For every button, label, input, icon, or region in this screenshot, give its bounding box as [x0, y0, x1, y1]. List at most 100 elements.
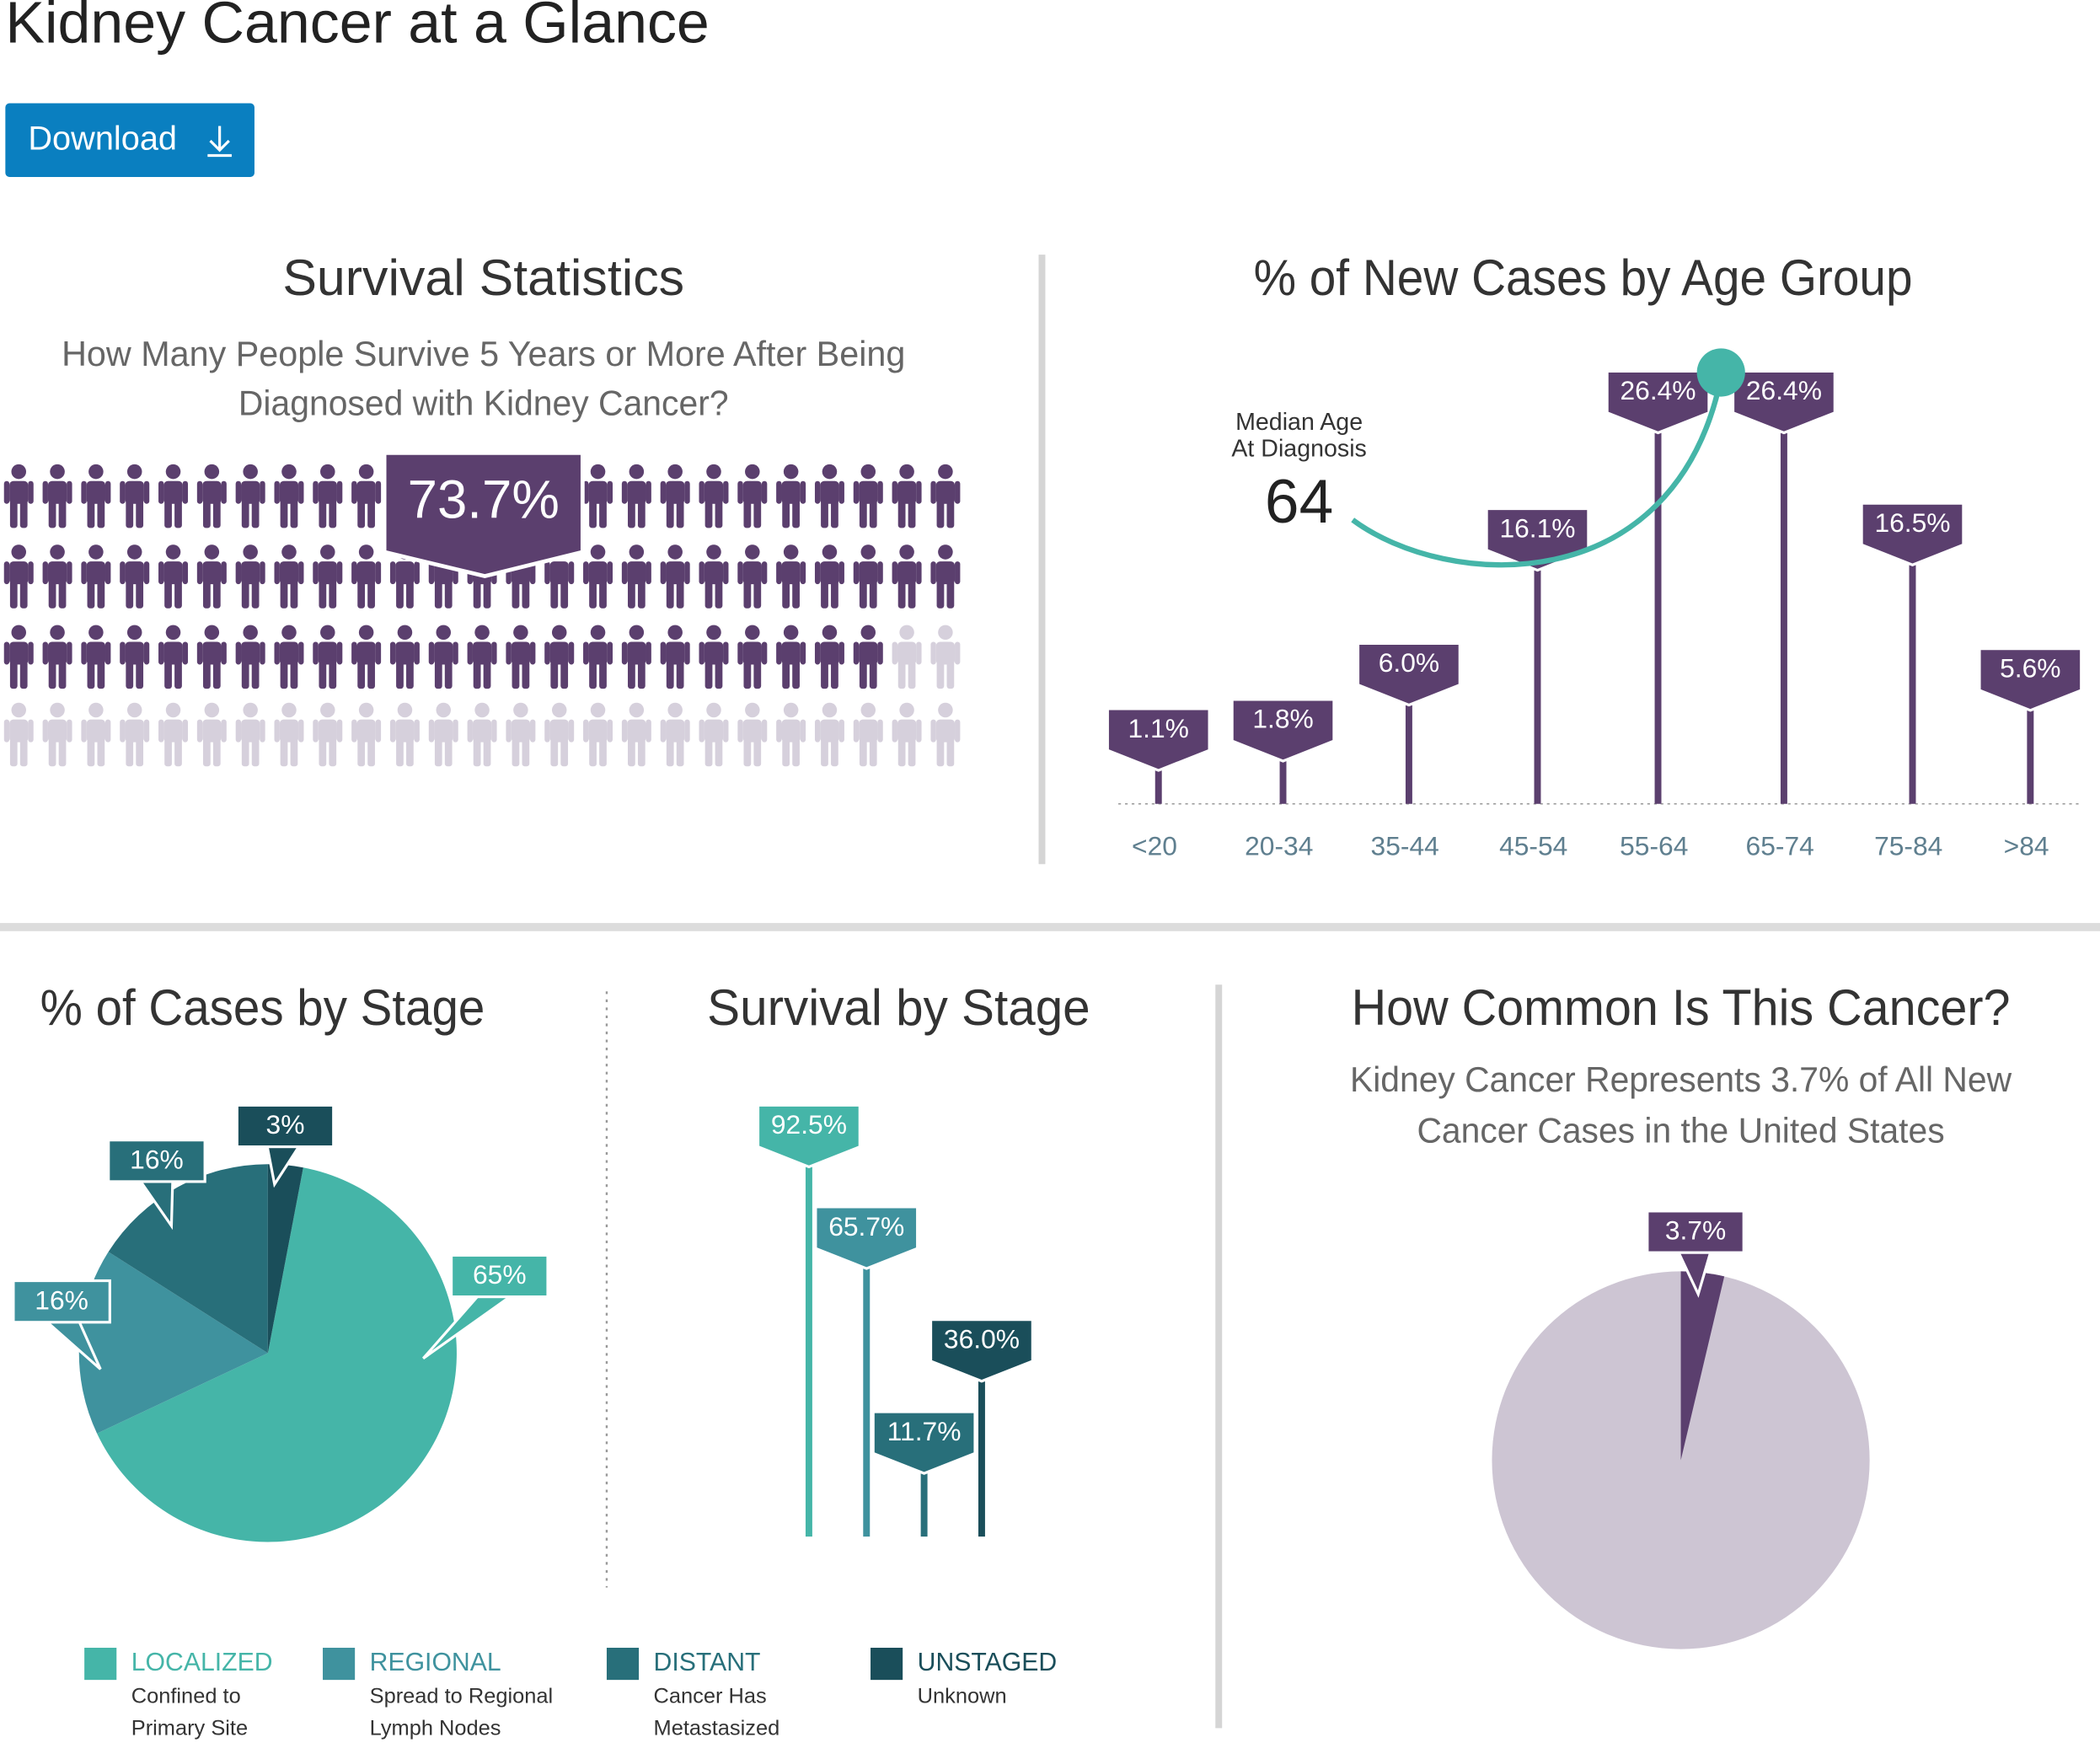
pin-marker: [929, 1318, 1034, 1383]
person-icon-filled: [3, 625, 34, 689]
person-icon-filled: [235, 464, 265, 528]
chart-title: % of New Cases by Age Group: [1254, 249, 1913, 306]
person-icon-filled: [621, 544, 651, 609]
person-icon-filled: [853, 464, 883, 528]
annotation-value: 64: [1265, 468, 1333, 536]
button-label[interactable]: Download: [28, 121, 177, 158]
person-icon-filled: [196, 625, 227, 689]
person-icon-filled: [81, 625, 111, 689]
chart-title: Survival by Stage: [707, 979, 1090, 1036]
legend-description: Confined to: [131, 1685, 241, 1708]
button-bg[interactable]: [5, 103, 254, 177]
person-icon-filled: [158, 464, 189, 528]
legend-swatch: [871, 1647, 903, 1681]
person-icon: [699, 702, 729, 767]
callout-box: [107, 1139, 206, 1183]
person-icon: [120, 702, 150, 767]
median-dot: [1696, 348, 1745, 397]
value-label: 1.1%: [1128, 713, 1189, 743]
person-icon-filled: [3, 544, 34, 609]
pin-marker: [1731, 369, 1836, 435]
pin-marker: [1356, 641, 1461, 707]
stem: [1405, 684, 1412, 804]
person-icon: [892, 702, 922, 767]
person-icon-filled: [853, 625, 883, 689]
value-label: 3%: [266, 1109, 305, 1140]
person-icon: [235, 702, 265, 767]
person-icon: [544, 702, 575, 767]
x-tick-label: 65-74: [1746, 831, 1814, 861]
person-icon-filled: [544, 625, 575, 689]
person-icon-filled: [120, 625, 150, 689]
stem: [1534, 549, 1541, 804]
person-icon: [158, 702, 189, 767]
x-tick-label: 45-54: [1499, 831, 1567, 861]
value-banner: [382, 450, 585, 579]
person-icon: [313, 702, 343, 767]
person-icon: [274, 702, 304, 767]
person-icon-filled: [892, 464, 922, 528]
person-icon-filled: [42, 464, 72, 528]
person-icon-filled: [660, 544, 690, 609]
chart-subtitle: Kidney Cancer Represents 3.7% of All New: [1350, 1060, 2012, 1099]
value-label: 26.4%: [1746, 375, 1822, 405]
value-label: 26.4%: [1620, 375, 1696, 405]
person-icon-filled: [892, 544, 922, 609]
person-icon: [42, 702, 72, 767]
person-icon-filled: [235, 544, 265, 609]
person-icon-filled: [313, 625, 343, 689]
person-icon-filled: [776, 544, 806, 609]
person-icon-filled: [814, 544, 844, 609]
value-label: 65%: [473, 1259, 527, 1290]
person-icon-filled: [814, 625, 844, 689]
page-title: Kidney Cancer at a Glance: [5, 0, 709, 55]
person-icon-filled: [313, 464, 343, 528]
value-label: 3.7%: [1665, 1215, 1726, 1246]
person-icon: [506, 702, 536, 767]
pin-marker: [814, 1205, 919, 1270]
download-button[interactable]: Download: [5, 103, 254, 177]
person-icon: [467, 702, 497, 767]
person-icon-filled: [158, 625, 189, 689]
person-icon-filled: [196, 544, 227, 609]
pin-marker: [1605, 369, 1711, 435]
legend-swatch: [323, 1647, 356, 1681]
legend-swatch: [84, 1647, 117, 1681]
legend-description: Primary Site: [131, 1717, 248, 1740]
person-icon-filled: [583, 464, 613, 528]
person-icon-filled: [351, 544, 382, 609]
person-icon-filled: [274, 625, 304, 689]
pin-marker: [756, 1103, 861, 1169]
person-icon-filled: [660, 625, 690, 689]
person-icon-filled: [3, 464, 34, 528]
callout-box: [235, 1103, 335, 1149]
person-icon-filled: [196, 464, 227, 528]
person-icon: [660, 702, 690, 767]
person-icon-filled: [583, 625, 613, 689]
median-curve: [1351, 377, 1724, 568]
value-label: 5.6%: [2000, 653, 2060, 684]
annotation-text: Median Age: [1235, 409, 1363, 436]
person-icon: [621, 702, 651, 767]
value-label: 36.0%: [944, 1323, 1020, 1354]
pin-marker: [871, 1410, 977, 1475]
stem: [1154, 748, 1162, 804]
person-icon: [583, 702, 613, 767]
person-icon: [776, 702, 806, 767]
person-icon: [81, 702, 111, 767]
stem: [1780, 411, 1787, 804]
value-label: 16.1%: [1499, 512, 1575, 543]
legend-label: UNSTAGED: [918, 1649, 1058, 1676]
stem: [805, 1145, 812, 1537]
stem: [1909, 543, 1916, 804]
person-icon-filled: [351, 464, 382, 528]
legend-label: REGIONAL: [370, 1649, 501, 1676]
person-icon-filled: [699, 625, 729, 689]
person-icon: [737, 702, 768, 767]
person-icon-filled: [158, 544, 189, 609]
person-icon: [930, 625, 961, 689]
download-icon[interactable]: [207, 126, 232, 158]
person-icon-filled: [930, 464, 961, 528]
pin-marker: [1978, 647, 2083, 712]
